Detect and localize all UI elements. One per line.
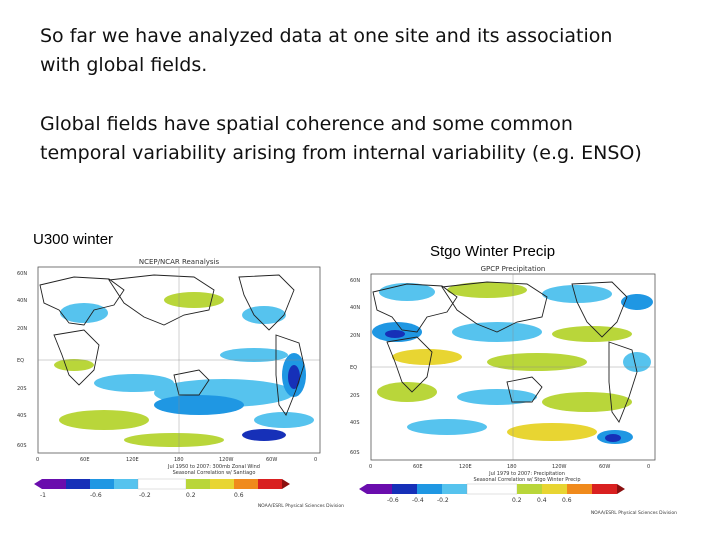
- right-caption-2: Seasonal Correlation w/ Stgo Winter Prec…: [473, 477, 580, 483]
- right-credit: NOAA/ESRL Physical Sciences Division: [591, 510, 677, 516]
- left-lon-label: 0: [36, 457, 39, 463]
- right-colorbar-tick: -0.2: [437, 497, 449, 504]
- right-plot-title: GPCP Precipitation: [481, 265, 546, 273]
- left-colorbar-tick: 0.2: [186, 492, 196, 499]
- left-colorbar: [34, 478, 290, 490]
- right-lat-label: 40N: [350, 305, 360, 311]
- left-lon-label: 120E: [126, 457, 139, 463]
- right-lon-label: 120W: [552, 464, 567, 470]
- right-colorbar-tick: 0.2: [512, 497, 522, 504]
- right-lat-label: 40S: [350, 420, 360, 426]
- left-caption-2: Seasonal Correlation w/ Santiago: [173, 470, 256, 476]
- left-colorbar-tick: 0.6: [234, 492, 244, 499]
- u300-correlation-map: NCEP/NCAR Reanalysis: [14, 255, 350, 517]
- intro-text: So far we have analyzed data at one site…: [40, 22, 690, 80]
- right-map-field: [371, 274, 655, 460]
- right-caption-1: Jul 1979 to 2007: Precipitation: [488, 471, 565, 477]
- right-lat-label: 60N: [350, 278, 360, 284]
- right-lon-label: 180: [507, 464, 517, 470]
- left-lon-label: 60W: [266, 457, 277, 463]
- left-lon-label: 180: [174, 457, 184, 463]
- left-lon-label: 0: [314, 457, 317, 463]
- right-lat-label: EQ: [350, 365, 357, 371]
- right-lat-label: 20N: [350, 333, 360, 339]
- right-colorbar: [359, 483, 625, 495]
- right-colorbar-tick: -0.6: [387, 497, 399, 504]
- left-lat-label: 40N: [17, 298, 27, 304]
- left-lat-label: 40S: [17, 413, 27, 419]
- left-panel-label: U300 winter: [33, 231, 114, 248]
- intro-line-2: with global fields.: [40, 54, 208, 76]
- left-plot-title: NCEP/NCAR Reanalysis: [139, 258, 220, 266]
- left-lat-label: 20S: [17, 386, 27, 392]
- left-caption-1: Jul 1950 to 2007: 300mb Zonal Wind: [167, 464, 260, 470]
- left-lat-label: 60S: [17, 443, 27, 449]
- left-lon-label: 60E: [80, 457, 90, 463]
- left-map-field: [38, 267, 320, 453]
- left-lat-label: EQ: [17, 358, 24, 364]
- right-lat-label: 60S: [350, 450, 360, 456]
- left-colorbar-tick: -0.6: [90, 492, 102, 499]
- global-text: Global fields have spatial coherence and…: [40, 110, 690, 168]
- left-credit: NOAA/ESRL Physical Sciences Division: [258, 503, 344, 509]
- right-lon-label: 0: [647, 464, 650, 470]
- right-lon-label: 60W: [599, 464, 610, 470]
- right-lat-label: 20S: [350, 393, 360, 399]
- right-lon-label: 120E: [459, 464, 472, 470]
- right-colorbar-tick: -0.4: [412, 497, 424, 504]
- left-lat-label: 60N: [17, 271, 27, 277]
- left-colorbar-tick: -1: [40, 492, 46, 499]
- right-panel-label: Stgo Winter Precip: [430, 243, 556, 260]
- right-lon-label: 60E: [413, 464, 423, 470]
- global-line-2: temporal variability arising from intern…: [40, 142, 642, 164]
- precip-correlation-map: GPCP Precipitation: [347, 262, 682, 520]
- right-colorbar-tick: 0.6: [562, 497, 572, 504]
- left-colorbar-tick: -0.2: [139, 492, 151, 499]
- right-colorbar-tick: 0.4: [537, 497, 547, 504]
- intro-line-1: So far we have analyzed data at one site…: [40, 25, 613, 47]
- right-lon-label: 0: [369, 464, 372, 470]
- left-lon-label: 120W: [219, 457, 234, 463]
- global-line-1: Global fields have spatial coherence and…: [40, 113, 573, 135]
- left-lat-label: 20N: [17, 326, 27, 332]
